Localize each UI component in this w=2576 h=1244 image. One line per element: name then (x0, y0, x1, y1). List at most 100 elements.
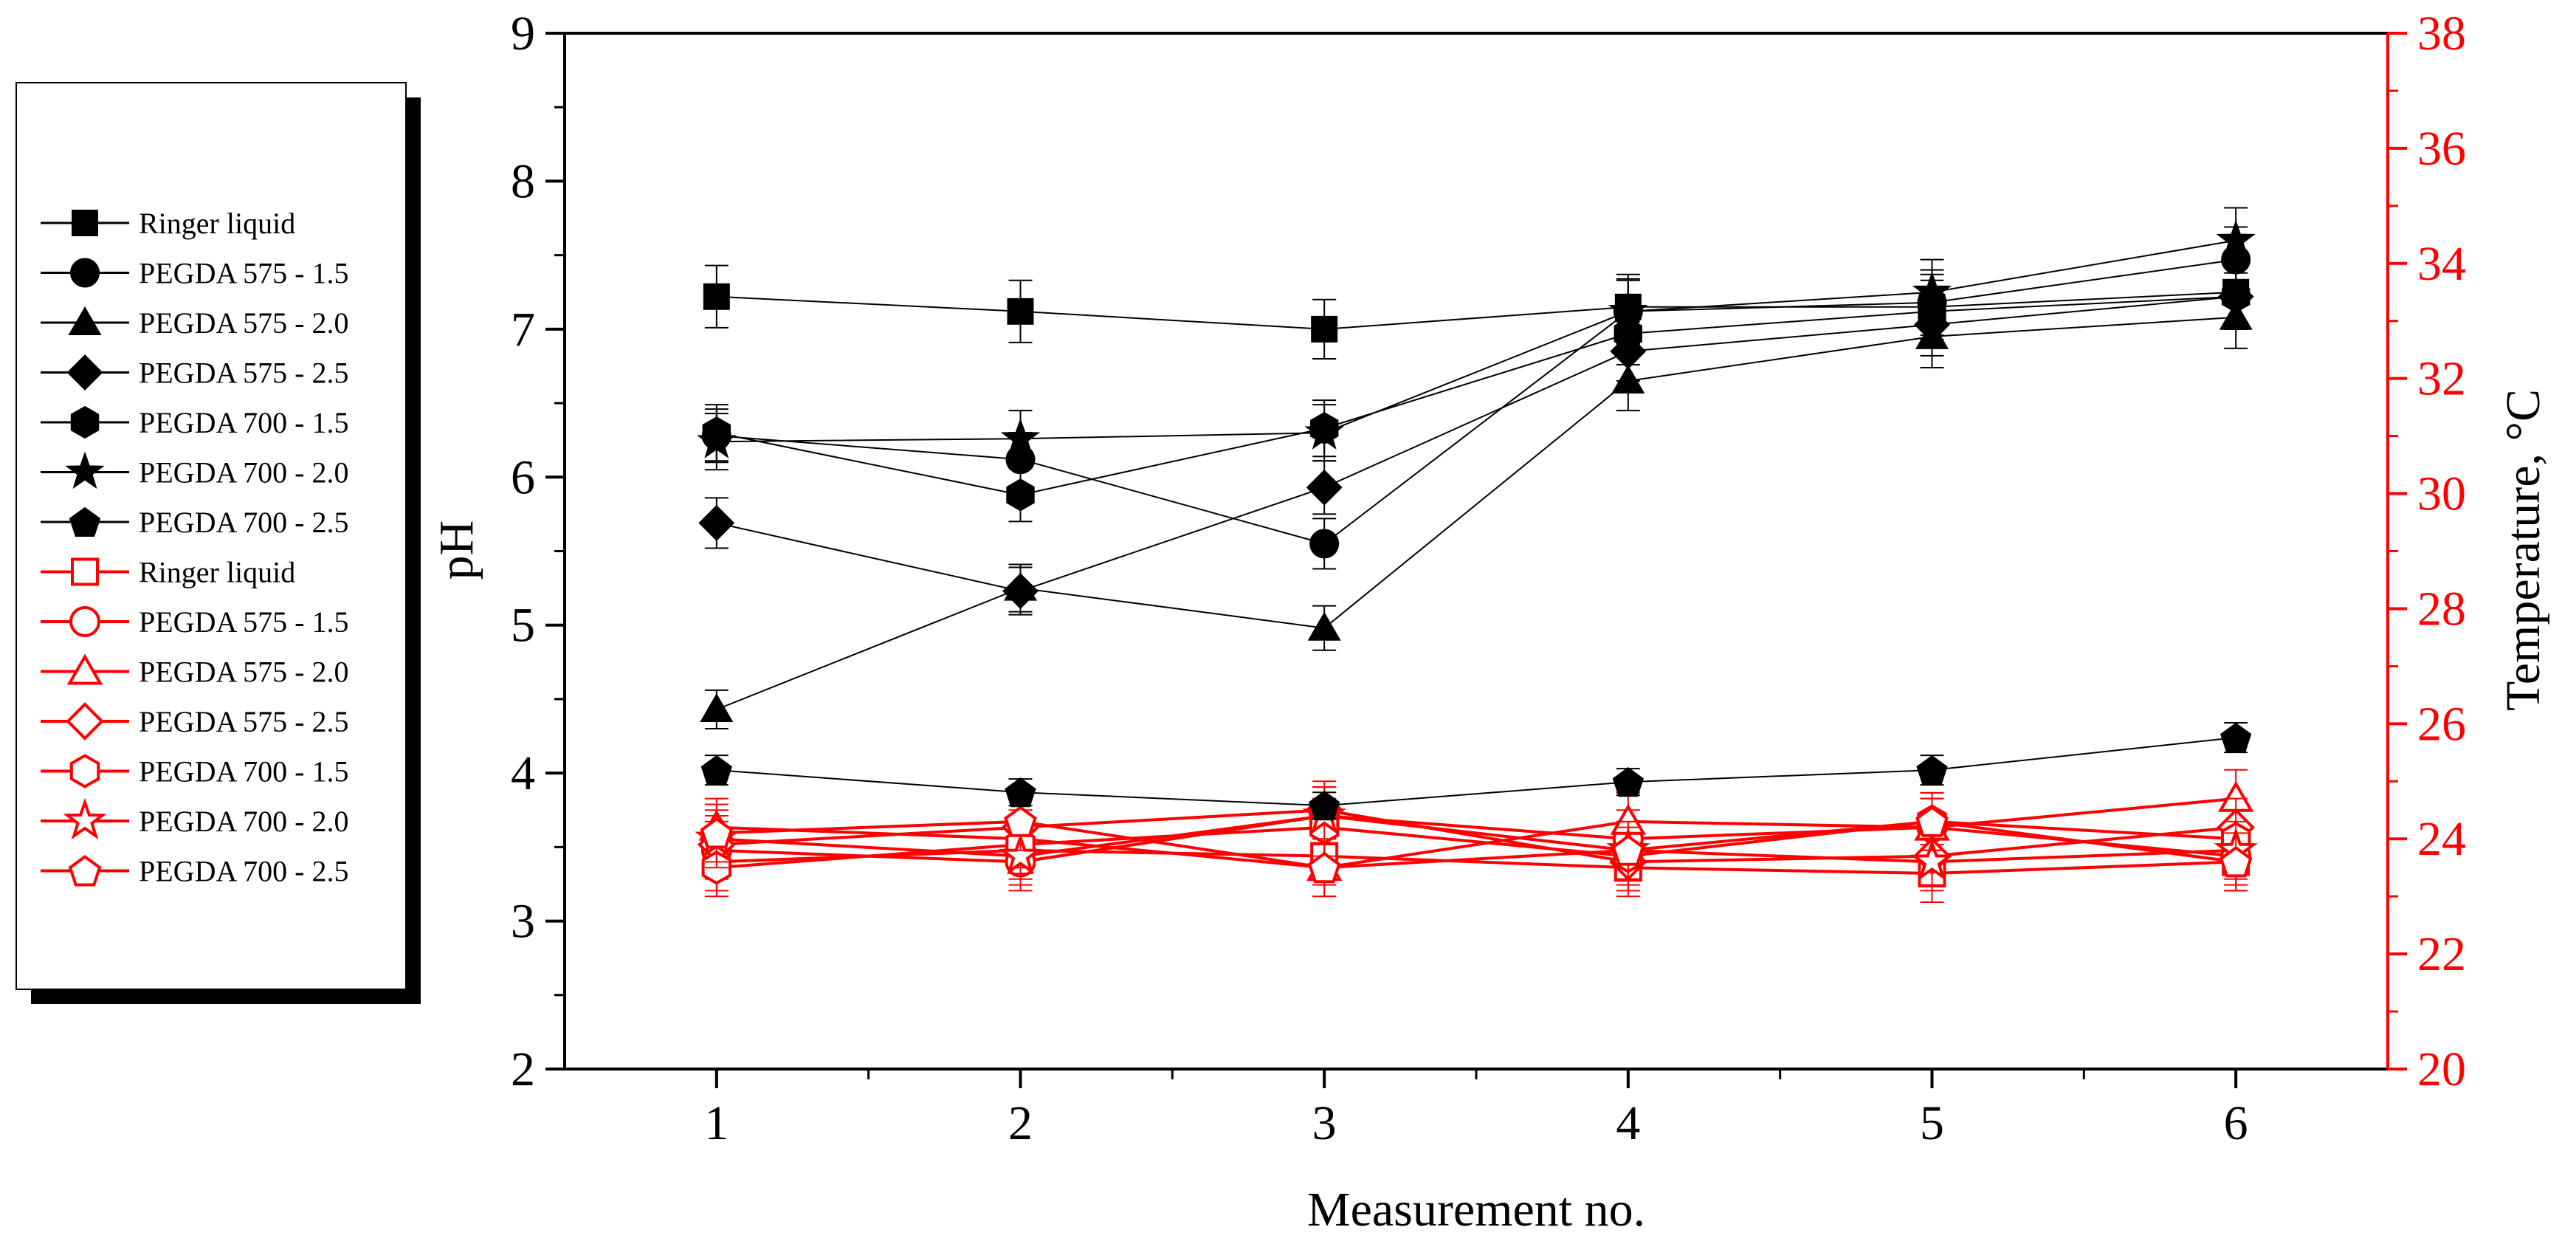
ph-data-point (1306, 469, 1343, 506)
y-tick-label: 7 (511, 303, 535, 357)
ph-data-point (1307, 611, 1341, 641)
legend-entry: Ringer liquid (41, 556, 295, 589)
legend-marker (70, 258, 100, 288)
y-tick-label: 3 (511, 895, 535, 949)
legend-label: PEGDA 575 - 2.0 (139, 306, 348, 340)
ph-data-point (703, 283, 730, 310)
legend-entry: PEGDA 575 - 2.5 (41, 354, 348, 391)
ph-data-point (1912, 271, 1952, 309)
legend-label: PEGDA 575 - 1.5 (139, 257, 348, 290)
ph-data-point (1612, 766, 1644, 797)
ph-data-point (700, 755, 732, 786)
legend-marker (70, 405, 100, 439)
legend-entry: PEGDA 575 - 2.0 (41, 653, 348, 689)
legend: Ringer liquid PEGDA 575 - 1.5 PEGDA 575 - … (16, 82, 421, 1004)
legend-label: PEGDA 575 - 2.5 (139, 357, 348, 390)
y-tick-label: 9 (511, 7, 535, 61)
ph-series (700, 721, 2252, 821)
legend-label: PEGDA 575 - 2.0 (139, 656, 348, 689)
temperature-data-point (998, 833, 1043, 875)
legend-label: PEGDA 700 - 2.0 (139, 456, 348, 489)
legend-label: Ringer liquid (139, 207, 295, 240)
temperature-data-point (2219, 845, 2253, 878)
y2-tick-label: 34 (2417, 237, 2466, 291)
legend-entry: PEGDA 575 - 2.5 (41, 702, 348, 740)
temperature-series-line (716, 808, 2236, 864)
temperature-data-point (1909, 839, 1955, 881)
legend-entry: PEGDA 575 - 2.0 (41, 306, 348, 340)
ph-series-line (716, 316, 2236, 710)
x-tick-label: 3 (1312, 1096, 1337, 1150)
legend-entry: PEGDA 700 - 1.5 (41, 405, 348, 439)
temperature-series-line (716, 848, 2236, 876)
temperature-series-line (716, 797, 2236, 870)
ph-data-point (1006, 478, 1035, 512)
legend-label: Ringer liquid (139, 556, 295, 589)
y2-tick-label: 24 (2417, 812, 2466, 866)
y-tick-label: 4 (511, 746, 535, 800)
legend-marker (69, 606, 100, 637)
y2-tick-label: 32 (2417, 352, 2466, 406)
legend-marker (69, 506, 101, 537)
legend-marker (68, 306, 102, 335)
legend-entry: PEGDA 575 - 1.5 (41, 257, 348, 290)
temperature-data-point (1611, 834, 1645, 866)
temperature-series-line (716, 814, 2236, 864)
legend-label: PEGDA 700 - 2.5 (139, 855, 348, 888)
legend-marker (66, 354, 103, 391)
y-tick-label: 6 (511, 450, 535, 504)
ph-series (700, 285, 2253, 730)
ph-data-point (1304, 412, 1344, 450)
x-tick-label: 4 (1616, 1096, 1640, 1150)
legend-label: PEGDA 700 - 1.5 (139, 406, 348, 439)
legend-label: PEGDA 700 - 1.5 (139, 755, 348, 788)
ph-data-point (1000, 418, 1041, 456)
y2-tick-label: 26 (2417, 697, 2466, 751)
y-tick-label: 5 (511, 599, 535, 653)
ph-data-point (2222, 280, 2250, 313)
temperature-series-line (716, 819, 2236, 870)
ph-data-point (697, 421, 737, 458)
temperature-data-point (1307, 851, 1341, 884)
ph-series-line (716, 291, 2236, 330)
x-tick-label: 6 (2224, 1096, 2248, 1150)
ph-data-point (2216, 219, 2256, 258)
ph-series-line (716, 737, 2236, 807)
ph-data-point (1309, 790, 1340, 821)
temperature-data-point (1004, 805, 1037, 837)
legend-entry: PEGDA 575 - 1.5 (41, 605, 348, 639)
temperature-series-line (716, 814, 2236, 864)
legend-label: PEGDA 700 - 2.0 (139, 805, 348, 838)
legend-marker (65, 451, 105, 489)
x-tick-label: 5 (1920, 1096, 1944, 1150)
y2-tick-label: 20 (2417, 1042, 2466, 1096)
legend-marker (72, 210, 98, 236)
x-tick-label: 2 (1008, 1096, 1033, 1150)
ph-series (701, 226, 2251, 570)
legend-marker (69, 754, 100, 788)
x-axis-label: Measurement no. (1307, 1183, 1645, 1237)
legend-marker (63, 797, 107, 840)
ph-series-line (716, 295, 2236, 496)
ph-data-point (700, 693, 734, 722)
ph-series (703, 258, 2250, 360)
ph-data-point (2220, 722, 2252, 752)
y2-axis-label: Temperature, °C (2496, 389, 2550, 711)
y2-tick-label: 28 (2417, 582, 2466, 636)
legend-label: PEGDA 575 - 1.5 (139, 605, 348, 639)
y-tick-label: 8 (511, 154, 535, 208)
temperature-series (700, 791, 2253, 898)
ph-data-point (1002, 573, 1039, 610)
ph-series (697, 207, 2256, 471)
temperature-data-point (700, 817, 734, 849)
y2-tick-label: 36 (2417, 122, 2466, 176)
legend-entry: Ringer liquid (41, 207, 295, 240)
ph-data-point (1007, 298, 1034, 325)
legend-marker (66, 702, 104, 740)
ph-series-line (716, 239, 2236, 443)
temperature-series (695, 786, 2258, 892)
y2-tick-label: 22 (2417, 927, 2466, 981)
ph-series-line (716, 295, 2236, 592)
